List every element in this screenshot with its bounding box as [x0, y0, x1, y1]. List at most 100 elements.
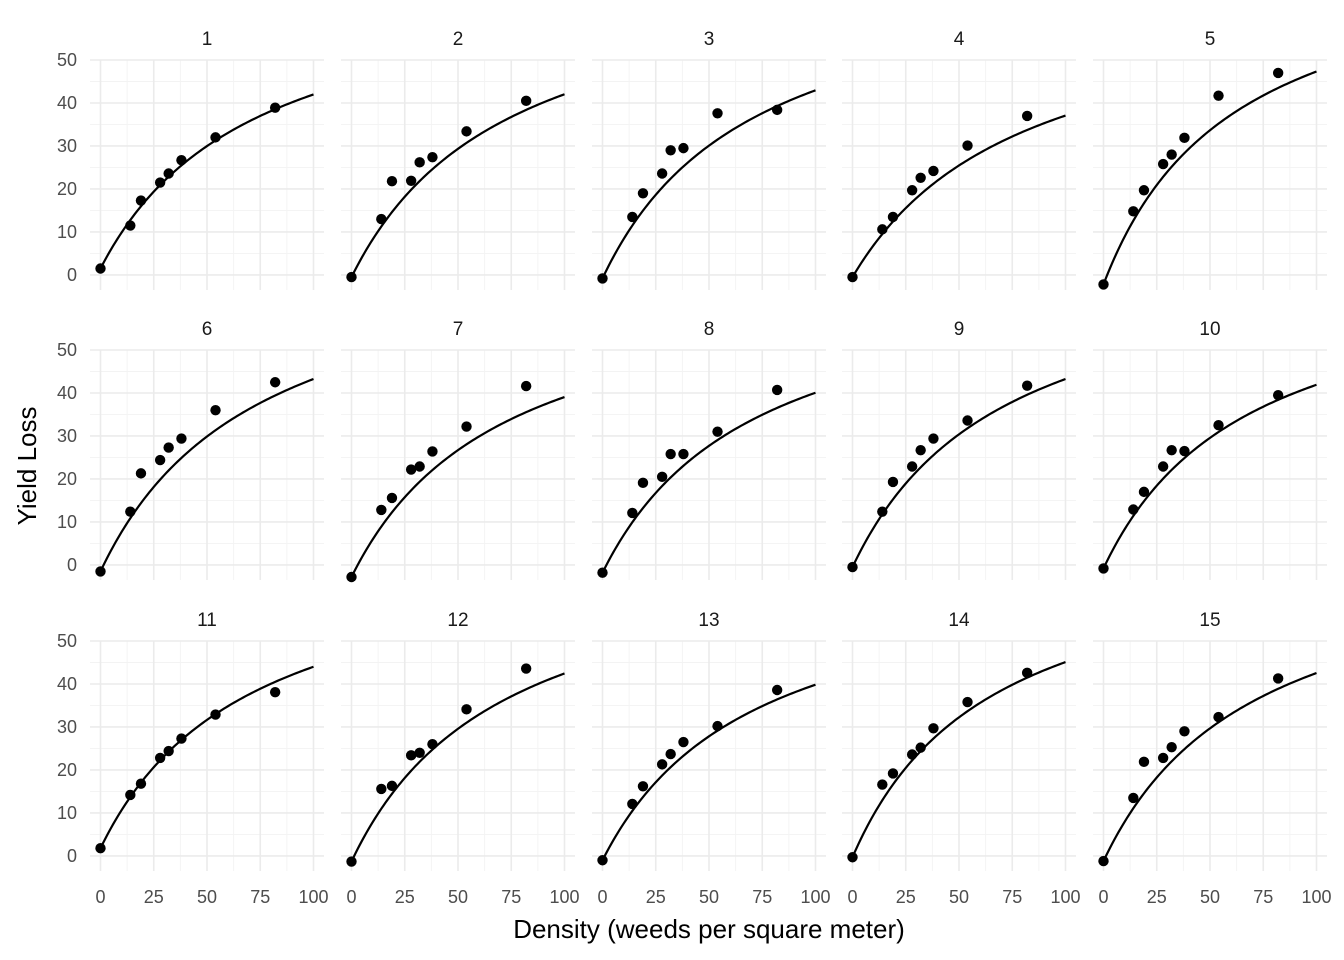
data-point	[962, 140, 973, 151]
data-point	[520, 95, 532, 107]
data-point	[712, 426, 723, 437]
data-point	[163, 442, 174, 453]
data-point	[176, 154, 187, 166]
facet-panel-3: 3	[592, 29, 826, 290]
data-point	[712, 720, 723, 732]
data-point	[877, 506, 888, 517]
data-point	[1021, 380, 1033, 391]
data-point	[405, 464, 417, 475]
data-point	[637, 188, 649, 199]
facet-panel-11: 11 0 10 20 30 40 50 0 25 50 75 100	[57, 610, 329, 907]
data-point	[1157, 461, 1169, 472]
data-point	[386, 176, 398, 187]
data-point	[915, 172, 926, 183]
data-point	[461, 704, 472, 715]
data-point	[135, 778, 147, 789]
facet-label: 4	[954, 29, 965, 50]
facet-label: 15	[1199, 610, 1220, 631]
data-point	[665, 448, 676, 460]
data-point	[1213, 90, 1224, 101]
y-tick-label: 10	[57, 222, 77, 242]
data-point	[461, 126, 472, 137]
data-point	[665, 145, 676, 156]
y-tick-label: 50	[57, 631, 77, 651]
data-point	[269, 102, 281, 113]
facet-label: 12	[447, 610, 468, 631]
data-point	[427, 446, 438, 457]
x-tick-label: 75	[1002, 887, 1022, 907]
fit-curve	[851, 114, 1066, 278]
data-point	[597, 273, 608, 284]
x-tick-label: 0	[847, 887, 857, 907]
data-point	[1166, 149, 1177, 160]
data-point	[1272, 389, 1284, 401]
fit-curve	[601, 89, 816, 279]
facet-panel-14: 14 0 25 50 75 100	[842, 610, 1081, 907]
facet-label: 8	[704, 319, 715, 340]
data-point	[1138, 185, 1150, 196]
x-tick-label: 100	[1050, 887, 1080, 907]
data-point	[847, 271, 858, 283]
fit-curve	[601, 683, 816, 861]
fit-curve	[1102, 70, 1317, 285]
data-point	[1179, 132, 1190, 144]
data-point	[135, 468, 147, 479]
data-point	[1138, 486, 1150, 498]
x-tick-label: 50	[197, 887, 217, 907]
data-point	[163, 168, 174, 179]
facet-panel-15: 15 0 25 50 75 100	[1093, 610, 1332, 907]
fit-curve	[350, 395, 565, 578]
x-tick-label: 100	[298, 887, 328, 907]
data-point	[427, 738, 438, 750]
facet-label: 13	[698, 610, 719, 631]
fit-curve	[350, 672, 565, 863]
data-point	[1138, 756, 1150, 768]
data-point	[627, 211, 638, 223]
data-point	[627, 798, 638, 810]
data-point	[520, 380, 532, 392]
x-tick-label: 0	[95, 887, 105, 907]
fit-curve	[99, 377, 314, 572]
data-point	[386, 492, 398, 504]
fit-curve	[1102, 671, 1317, 862]
data-point	[1166, 444, 1177, 456]
facet-label: 1	[202, 29, 213, 50]
data-point	[847, 561, 858, 573]
fit-curve	[851, 377, 1066, 568]
x-axis-title: Density (weeds per square meter)	[513, 914, 905, 944]
data-point	[405, 175, 417, 187]
data-point	[877, 779, 888, 790]
x-tick-label: 50	[1200, 887, 1220, 907]
data-point	[376, 504, 387, 516]
facet-panel-13: 13 0 25 50 75 100	[592, 610, 831, 907]
data-point	[269, 377, 281, 388]
facet-panel-6: 6 0 10 20 30 40 50	[57, 319, 324, 580]
data-point	[125, 220, 136, 231]
data-point	[125, 789, 136, 801]
facet-label: 5	[1205, 29, 1216, 50]
data-point	[1157, 752, 1169, 764]
data-point	[1166, 741, 1177, 753]
facet-label: 14	[948, 610, 970, 631]
facet-panel-2: 2	[341, 29, 575, 290]
data-point	[665, 748, 676, 760]
y-tick-label: 0	[67, 555, 77, 575]
data-point	[771, 384, 783, 396]
facet-label: 9	[954, 319, 965, 340]
data-point	[847, 852, 858, 863]
data-point	[906, 461, 918, 472]
data-point	[1098, 855, 1109, 867]
facet-panel-4: 4	[842, 29, 1076, 290]
data-point	[915, 444, 926, 456]
data-point	[656, 471, 668, 483]
facet-panel-9: 9	[842, 319, 1076, 580]
facet-label: 11	[197, 610, 217, 631]
data-point	[678, 448, 689, 460]
facet-panel-7: 7	[341, 319, 575, 583]
facet-panel-10: 10	[1093, 319, 1327, 580]
data-point	[414, 747, 425, 758]
data-point	[771, 104, 783, 116]
x-tick-label: 50	[699, 887, 719, 907]
x-tick-label: 75	[501, 887, 521, 907]
